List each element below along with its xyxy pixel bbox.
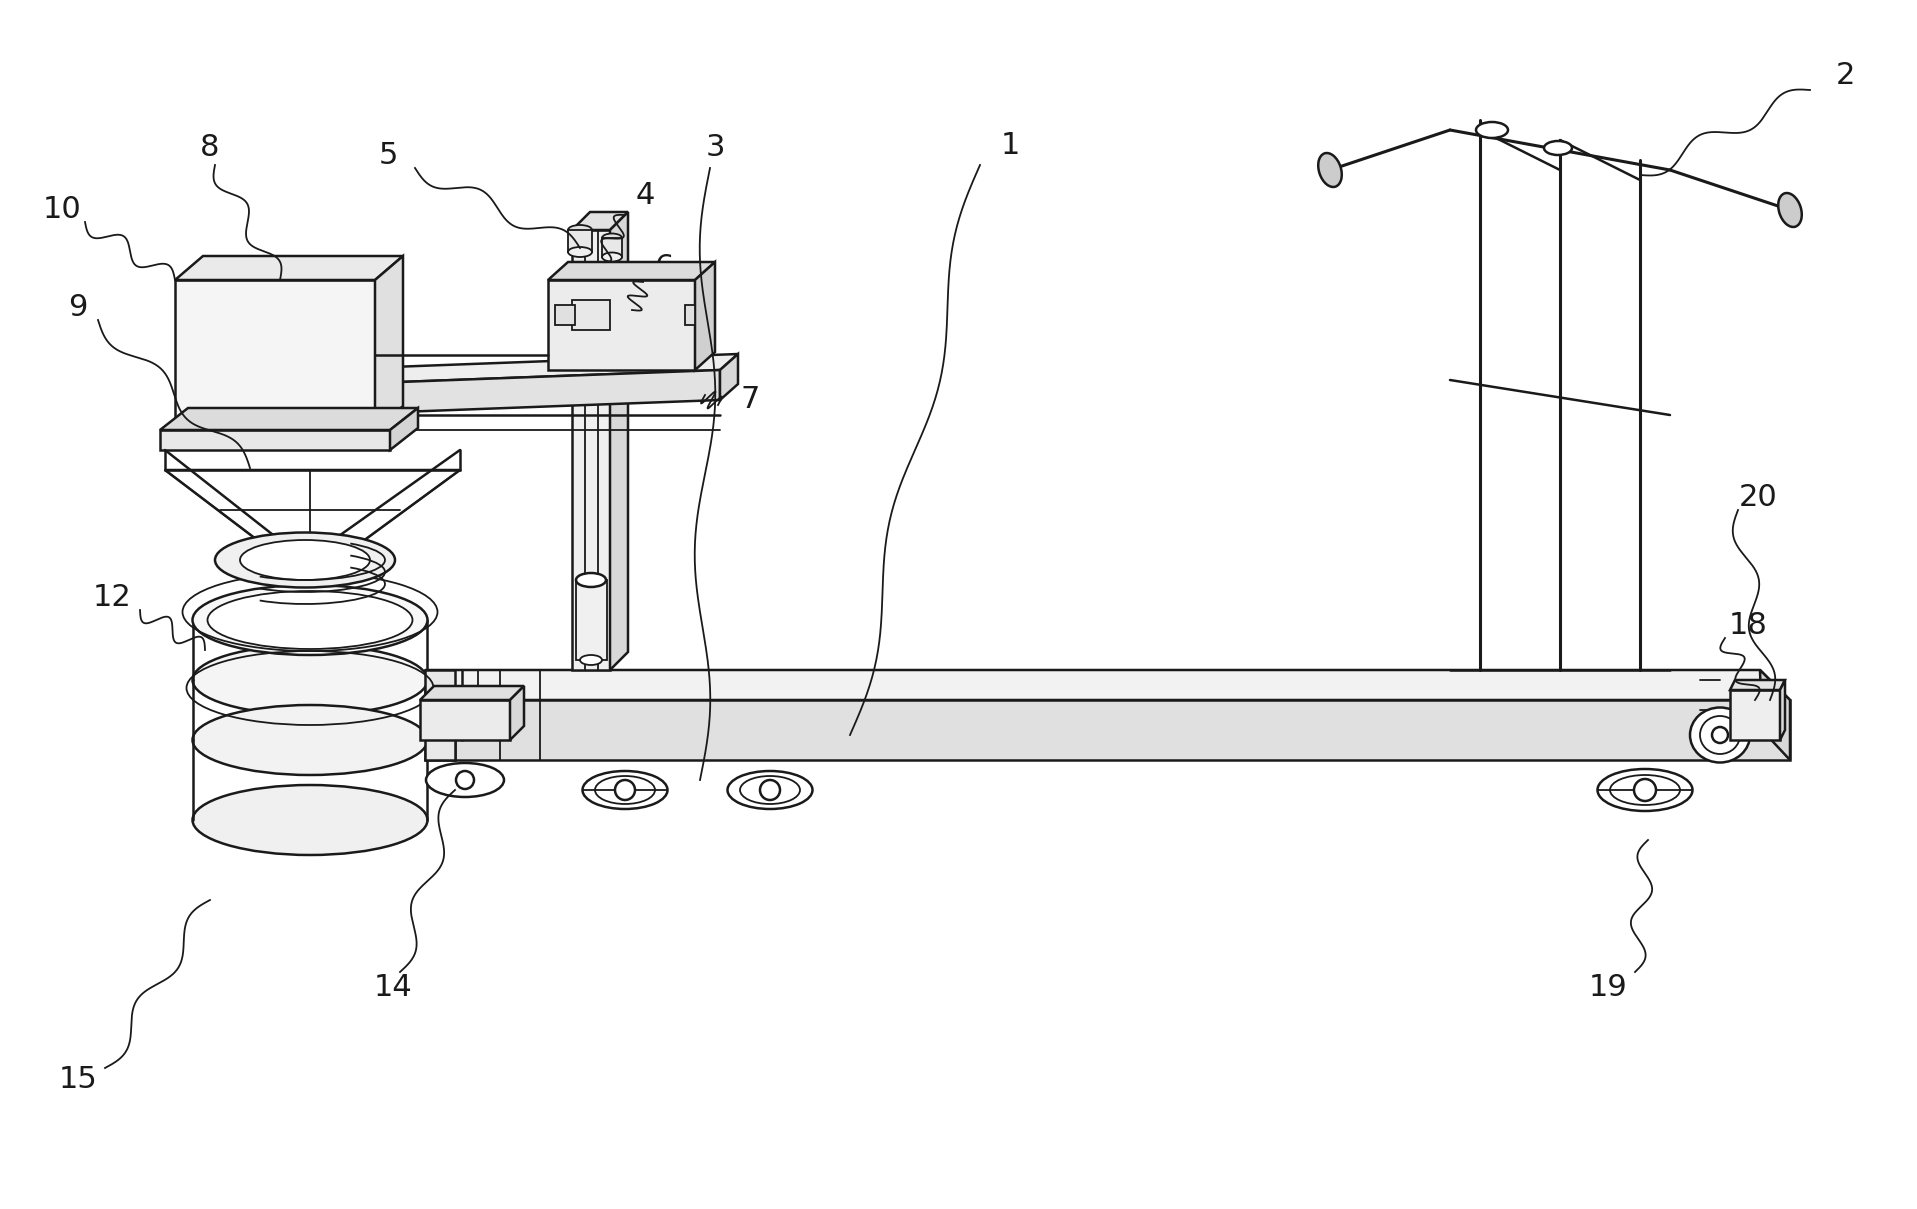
Polygon shape — [556, 305, 575, 325]
Polygon shape — [420, 700, 510, 740]
Text: 12: 12 — [92, 584, 132, 613]
Polygon shape — [389, 407, 418, 450]
Ellipse shape — [602, 233, 621, 243]
Ellipse shape — [1691, 707, 1750, 763]
Polygon shape — [567, 230, 592, 251]
Polygon shape — [571, 212, 629, 230]
Polygon shape — [575, 580, 608, 660]
Ellipse shape — [207, 591, 412, 649]
Text: 14: 14 — [374, 973, 412, 1002]
Text: 19: 19 — [1589, 973, 1628, 1002]
Polygon shape — [1760, 670, 1790, 760]
Polygon shape — [320, 370, 721, 415]
Ellipse shape — [567, 247, 592, 258]
Ellipse shape — [192, 644, 427, 715]
Circle shape — [456, 771, 473, 789]
Polygon shape — [426, 670, 454, 760]
Polygon shape — [721, 354, 738, 400]
Polygon shape — [174, 280, 376, 430]
Ellipse shape — [426, 763, 504, 797]
Text: 3: 3 — [705, 133, 725, 162]
Ellipse shape — [1543, 141, 1572, 155]
Text: 15: 15 — [59, 1065, 98, 1094]
Ellipse shape — [192, 585, 427, 655]
Polygon shape — [1729, 690, 1781, 740]
Polygon shape — [376, 256, 403, 430]
Ellipse shape — [1476, 122, 1509, 138]
Ellipse shape — [740, 776, 799, 804]
Text: 2: 2 — [1835, 60, 1854, 89]
Ellipse shape — [602, 253, 621, 261]
Polygon shape — [420, 686, 523, 700]
Ellipse shape — [581, 655, 602, 665]
Polygon shape — [159, 430, 389, 450]
Circle shape — [1633, 779, 1656, 802]
Polygon shape — [696, 262, 715, 370]
Polygon shape — [510, 686, 523, 740]
Text: 1: 1 — [1001, 131, 1020, 160]
Ellipse shape — [1610, 775, 1679, 805]
Ellipse shape — [192, 785, 427, 855]
Polygon shape — [1781, 679, 1785, 740]
Polygon shape — [610, 212, 629, 670]
Polygon shape — [1729, 679, 1785, 690]
Ellipse shape — [567, 225, 592, 235]
Polygon shape — [602, 238, 621, 258]
Text: 9: 9 — [69, 294, 88, 323]
Text: 6: 6 — [656, 254, 675, 283]
Circle shape — [759, 780, 780, 800]
Circle shape — [615, 780, 635, 800]
Polygon shape — [548, 280, 696, 370]
Ellipse shape — [192, 705, 427, 775]
Polygon shape — [320, 354, 738, 384]
Text: 7: 7 — [740, 386, 759, 415]
Ellipse shape — [727, 771, 813, 809]
Polygon shape — [426, 670, 1790, 700]
Text: 8: 8 — [199, 133, 220, 162]
Text: 20: 20 — [1739, 484, 1777, 513]
Polygon shape — [174, 256, 403, 280]
Ellipse shape — [575, 573, 606, 588]
Circle shape — [1712, 727, 1727, 744]
Text: 5: 5 — [378, 140, 397, 169]
Ellipse shape — [240, 540, 370, 580]
Polygon shape — [548, 262, 715, 280]
Polygon shape — [571, 230, 610, 670]
Polygon shape — [684, 305, 696, 325]
Ellipse shape — [583, 771, 667, 809]
Ellipse shape — [594, 776, 656, 804]
Polygon shape — [571, 300, 610, 330]
Ellipse shape — [215, 532, 395, 588]
Polygon shape — [159, 407, 418, 430]
Ellipse shape — [1319, 154, 1342, 187]
Text: 10: 10 — [42, 196, 81, 225]
Ellipse shape — [1779, 193, 1802, 227]
Ellipse shape — [1700, 716, 1741, 754]
Ellipse shape — [1597, 769, 1693, 811]
Text: 4: 4 — [635, 180, 656, 209]
Text: 18: 18 — [1729, 611, 1767, 640]
Polygon shape — [454, 700, 1790, 760]
